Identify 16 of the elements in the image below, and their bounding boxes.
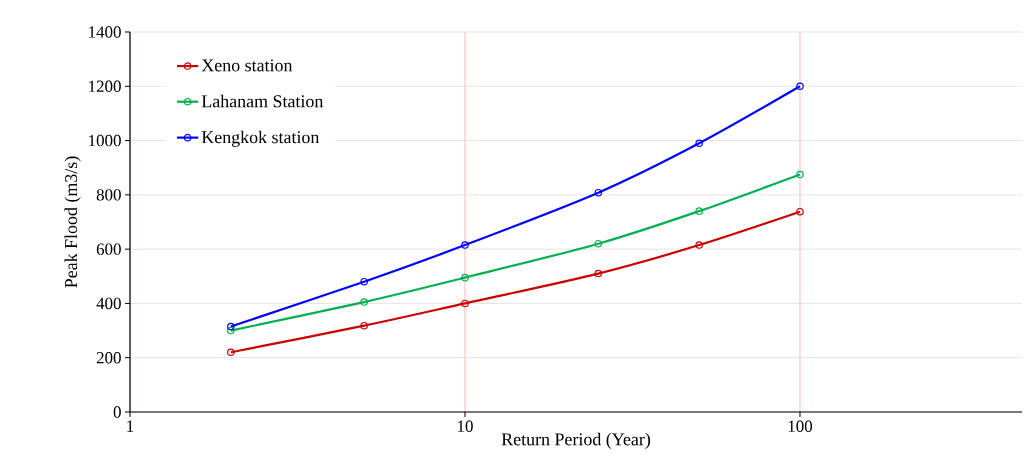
y-tick-label: 1000 — [89, 134, 121, 147]
y-tick-label: 1200 — [89, 80, 121, 92]
x-tick-label: 1 — [127, 420, 134, 432]
y-tick-label: 400 — [96, 297, 121, 310]
y-tick-label: 0 — [113, 406, 121, 418]
x-axis-title: Return Period (Year) — [501, 432, 651, 450]
x-tick-label: 10 — [458, 420, 473, 432]
legend-label: Xeno station — [201, 59, 293, 72]
y-tick-label: 600 — [96, 243, 121, 255]
y-axis-title: Peak Flood (m3/s) — [64, 156, 81, 288]
y-tick-label: 800 — [96, 189, 121, 201]
y-tick-label: 200 — [96, 352, 121, 364]
legend-label: Kengkok station — [201, 130, 320, 147]
x-tick-label: 100 — [788, 420, 813, 432]
legend-label: Lahanam Station — [201, 94, 324, 108]
y-tick-label: 1400 — [89, 26, 121, 38]
